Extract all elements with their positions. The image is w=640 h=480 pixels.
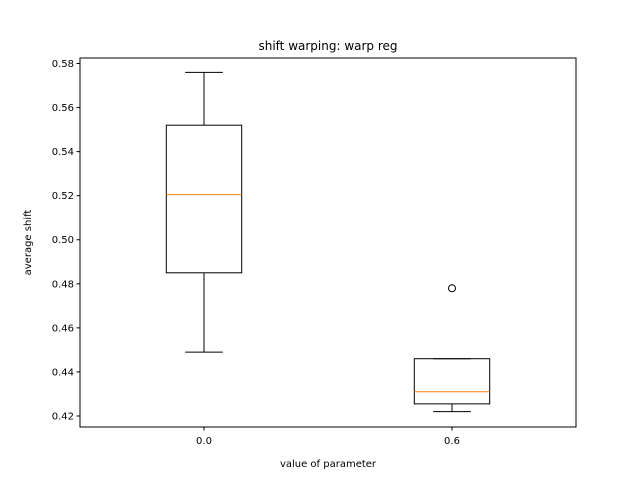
axes-frame bbox=[79, 57, 577, 428]
y-axis-label: average shift bbox=[23, 210, 34, 276]
y-tick-label: 0.56 bbox=[52, 103, 74, 114]
x-tick-label: 0.0 bbox=[196, 436, 212, 447]
y-tick-label: 0.46 bbox=[52, 323, 74, 334]
y-tick-label: 0.54 bbox=[52, 147, 74, 158]
y-tick-label: 0.48 bbox=[52, 279, 74, 290]
x-axis-label: value of parameter bbox=[280, 459, 377, 470]
outlier-point bbox=[448, 284, 456, 293]
plot-area: 0.42 0.44 0.46 0.48 0.50 0.52 0.54 0.56 0.58 0.0 0… bbox=[52, 59, 491, 447]
box bbox=[413, 358, 491, 405]
y-tick-label: 0.50 bbox=[52, 235, 74, 246]
x-tick-label: 0.6 bbox=[444, 436, 460, 447]
y-tick-label: 0.44 bbox=[52, 367, 74, 378]
box bbox=[165, 124, 243, 274]
y-tick-label: 0.42 bbox=[52, 411, 74, 422]
y-tick-label: 0.52 bbox=[52, 191, 74, 202]
chart-title: shift warping: warp reg bbox=[258, 39, 397, 53]
y-tick-label: 0.58 bbox=[52, 59, 74, 70]
